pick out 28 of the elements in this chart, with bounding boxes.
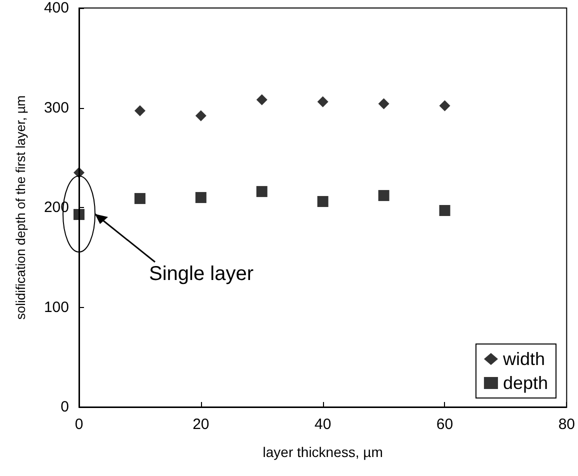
point: [317, 196, 328, 208]
y-axis-title: solidification depth of the first layer, µm: [13, 95, 28, 320]
y-tick-label: 300: [44, 99, 69, 116]
x-tick-label: 40: [314, 416, 332, 433]
point: [256, 94, 268, 106]
point: [195, 192, 206, 204]
legend-label: depth: [502, 373, 548, 393]
y-tick-label: 100: [44, 298, 69, 316]
point: [74, 208, 84, 220]
point: [134, 193, 146, 204]
x-tick-label: 0: [74, 416, 84, 433]
point: [378, 98, 390, 110]
x-tick-label: 20: [192, 416, 210, 433]
x-tick-label: 60: [436, 416, 454, 433]
y-tick-label: 0: [60, 398, 69, 416]
point: [317, 96, 328, 108]
annotation: Single layer: [149, 263, 254, 285]
legend-label: width: [502, 349, 545, 369]
point: [195, 110, 206, 122]
point: [256, 186, 268, 198]
point: [439, 204, 450, 216]
x-axis-title: layer thickness, µm: [262, 444, 383, 460]
y-tick-label: 400: [44, 0, 69, 16]
point: [378, 190, 390, 202]
x-tick-label: 80: [558, 416, 575, 433]
point: [74, 167, 84, 178]
point: [439, 100, 450, 112]
point: [134, 105, 146, 116]
